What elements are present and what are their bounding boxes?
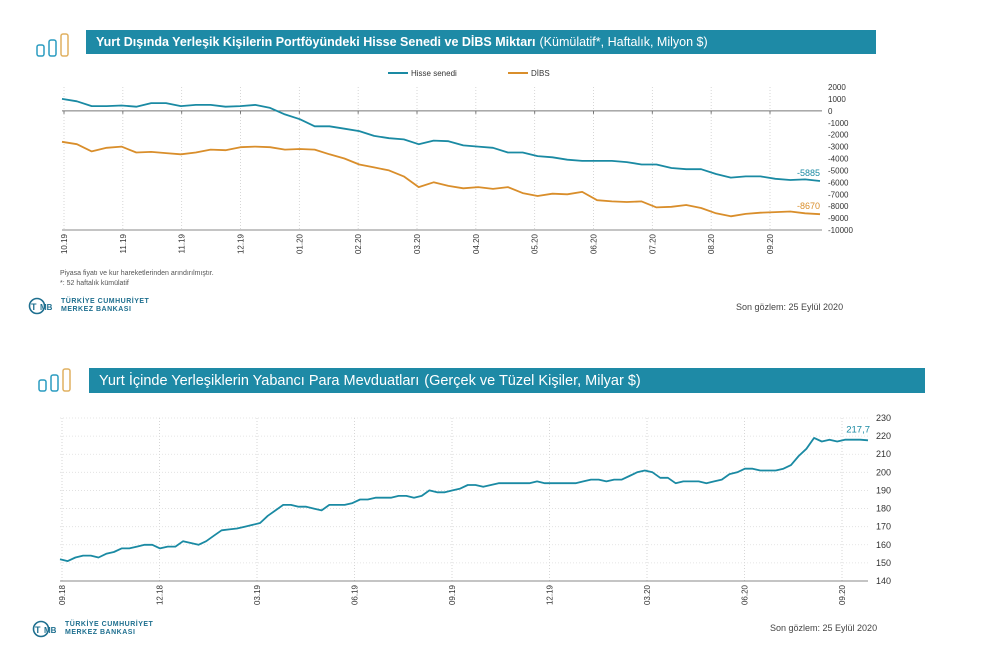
y-tick-label: 0 <box>828 107 833 116</box>
logo-line-2: MERKEZ BANKASI <box>65 629 136 636</box>
y-tick-label: -9000 <box>828 214 849 223</box>
x-tick-label: 09.19 <box>448 584 457 605</box>
chart-1-title-bar: Yurt Dışında Yerleşik Kişilerin Portföyü… <box>86 30 876 54</box>
x-tick-label: 04.20 <box>472 233 481 254</box>
bar-chart-icon <box>36 33 78 62</box>
chart-2-title-bar: Yurt İçinde Yerleşiklerin Yabancı Para M… <box>89 368 925 393</box>
y-tick-label: 1000 <box>828 95 846 104</box>
y-tick-label: -2000 <box>828 131 849 140</box>
end-value-label: -5885 <box>797 168 820 178</box>
y-tick-label: -5000 <box>828 166 849 175</box>
x-tick-label: 05.20 <box>531 233 540 254</box>
x-tick-label: 09.20 <box>766 233 775 254</box>
x-tick-label: 12.19 <box>237 233 246 254</box>
y-tick-label: 140 <box>876 576 891 586</box>
y-tick-label: 160 <box>876 540 891 550</box>
x-tick-label: 06.20 <box>590 233 599 254</box>
bar-chart-icon <box>38 368 80 397</box>
last-observation-2: Son gözlem: 25 Eylül 2020 <box>770 623 878 633</box>
y-tick-label: -4000 <box>828 155 849 164</box>
chart-2: 230 220 210 200 190 180 170 160 150 140 09.18 12.18… <box>58 413 891 605</box>
chart-1-title-suffix: (Kümülatif*, Haftalık, Milyon $) <box>539 35 708 49</box>
svg-text:MB: MB <box>40 303 53 312</box>
chart-2-title-suffix: (Gerçek ve Tüzel Kişiler, Milyar $) <box>424 372 641 389</box>
y-tick-label: 170 <box>876 522 891 532</box>
y-tick-label: 200 <box>876 467 891 477</box>
x-tick-label: 12.19 <box>546 584 555 605</box>
logo-line-2: MERKEZ BANKASI <box>61 306 132 313</box>
last-observation-1: Son gözlem: 25 Eylül 2020 <box>736 302 844 312</box>
x-tick-label: 11.19 <box>178 233 187 253</box>
x-tick-label: 01.20 <box>295 233 304 254</box>
tcmb-mark-icon: T MB <box>32 620 57 638</box>
x-tick-label: 12.18 <box>156 584 165 605</box>
x-tick-label: 11.19 <box>119 233 128 253</box>
svg-text:T: T <box>31 302 37 312</box>
y-tick-label: -8000 <box>828 202 849 211</box>
x-tick-label: 03.20 <box>643 584 652 605</box>
end-value-label: -8670 <box>797 201 820 211</box>
y-tick-label: -7000 <box>828 190 849 199</box>
x-tick-label: 02.20 <box>354 233 363 254</box>
footnote-2: *: 52 haftalık kümülatif <box>60 280 129 287</box>
tcmb-mark-icon: T MB <box>28 297 53 315</box>
footnote-1: Piyasa fiyatı ve kur hareketlerinden arı… <box>60 270 214 277</box>
chart-1: 200010000-1000-2000-3000-4000-5000-6000-… <box>60 69 853 254</box>
chart-2-title: Yurt İçinde Yerleşiklerin Yabancı Para M… <box>99 372 420 389</box>
x-tick-label: 07.20 <box>648 233 657 254</box>
x-tick-label: 06.19 <box>351 584 360 605</box>
y-tick-label: -1000 <box>828 119 849 128</box>
x-tick-label: 09.20 <box>838 584 847 605</box>
svg-text:MB: MB <box>44 626 57 635</box>
y-tick-label: 180 <box>876 504 891 514</box>
x-tick-label: 08.20 <box>707 233 716 254</box>
x-tick-label: 03.19 <box>253 584 262 605</box>
tcmb-logo-1: T MB TÜRKİYE CUMHURİYET MERKEZ BANKASI <box>28 297 149 315</box>
y-tick-label: 2000 <box>828 83 846 92</box>
series-line-1 <box>59 437 869 563</box>
series-line-1 <box>61 98 821 182</box>
y-tick-label: -10000 <box>828 226 853 235</box>
x-tick-label: 03.20 <box>413 233 422 254</box>
series-line-2 <box>61 140 821 218</box>
y-tick-label: -3000 <box>828 143 849 152</box>
x-tick-label: 06.20 <box>741 584 750 605</box>
logo-line-1: TÜRKİYE CUMHURİYET <box>65 621 154 628</box>
end-value-label: 217,7 <box>846 424 870 435</box>
y-tick-label: 230 <box>876 413 891 423</box>
y-tick-label: 220 <box>876 431 891 441</box>
chart-1-title: Yurt Dışında Yerleşik Kişilerin Portföyü… <box>96 35 536 49</box>
y-tick-label: 190 <box>876 485 891 495</box>
x-tick-label: 10.19 <box>60 233 69 254</box>
legend-label: Hisse senedi <box>411 69 457 78</box>
svg-text:T: T <box>35 625 41 635</box>
x-tick-label: 09.18 <box>58 584 67 605</box>
legend-label: DİBS <box>531 69 550 78</box>
logo-line-1: TÜRKİYE CUMHURİYET <box>61 298 150 305</box>
tcmb-logo-2: T MB TÜRKİYE CUMHURİYET MERKEZ BANKASI <box>32 620 153 638</box>
y-tick-label: 150 <box>876 558 891 568</box>
y-tick-label: 210 <box>876 449 891 459</box>
y-tick-label: -6000 <box>828 178 849 187</box>
